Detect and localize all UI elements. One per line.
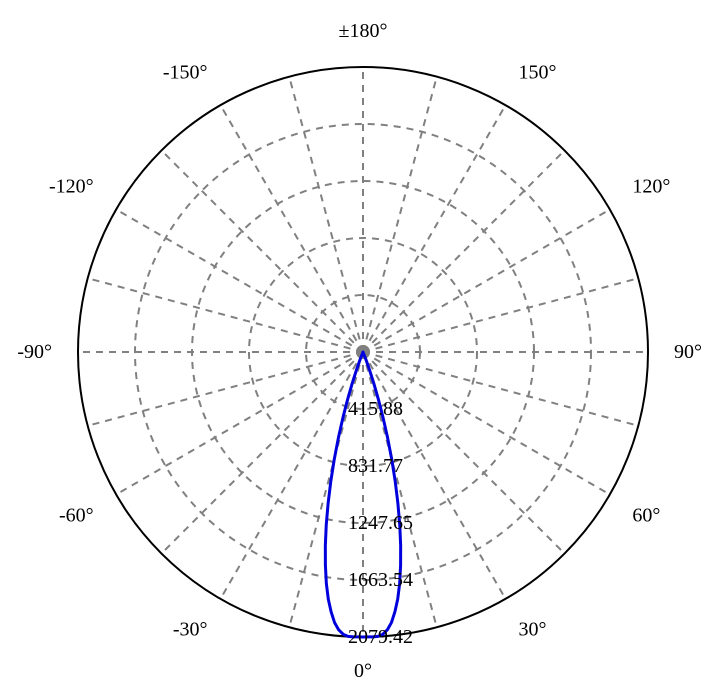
radial-label: 831.77: [348, 455, 403, 477]
angle-label: -30°: [173, 618, 208, 640]
angle-label: -60°: [59, 505, 94, 527]
polar-chart: 415.88 831.77 1247.65 1663.54 2079.42 0° 30° 60…: [0, 0, 726, 696]
radial-label: 2079.42: [348, 626, 413, 648]
angle-label: 60°: [632, 505, 660, 527]
polar-chart-svg: 415.88 831.77 1247.65 1663.54 2079.42 0° 30° 60…: [0, 0, 726, 696]
angle-label: 150°: [519, 62, 557, 84]
angle-label: -120°: [49, 176, 94, 198]
angle-label: -90°: [17, 341, 52, 363]
angle-label: 90°: [674, 341, 702, 363]
angle-label: ±180°: [339, 20, 388, 42]
angle-label: 30°: [519, 618, 547, 640]
angle-label: 0°: [354, 660, 372, 682]
angle-label: 120°: [632, 176, 670, 198]
radial-label: 415.88: [348, 398, 403, 420]
radial-label: 1247.65: [348, 512, 413, 534]
angle-label: -150°: [163, 62, 208, 84]
radial-label: 1663.54: [348, 569, 413, 591]
